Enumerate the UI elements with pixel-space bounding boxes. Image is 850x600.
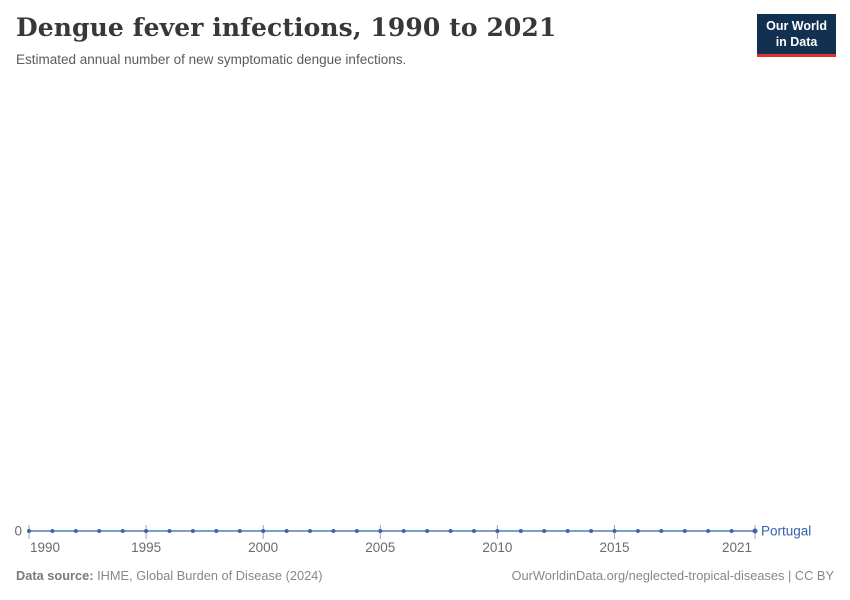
data-point[interactable] xyxy=(565,529,570,533)
data-point[interactable] xyxy=(682,529,687,533)
data-point[interactable] xyxy=(659,529,664,533)
owid-logo-line1: Our World xyxy=(766,19,827,33)
chart-subtitle: Estimated annual number of new symptomat… xyxy=(16,52,407,67)
data-point[interactable] xyxy=(261,529,266,533)
data-point[interactable] xyxy=(354,529,359,533)
data-source-note: Data source: IHME, Global Burden of Dise… xyxy=(16,568,323,583)
data-point[interactable] xyxy=(73,529,78,533)
data-point[interactable] xyxy=(190,529,195,533)
data-point[interactable] xyxy=(729,529,734,533)
data-point[interactable] xyxy=(120,529,125,533)
data-point[interactable] xyxy=(635,529,640,533)
x-axis-label: 2005 xyxy=(365,540,395,555)
chart-title: Dengue fever infections, 1990 to 2021 xyxy=(16,13,557,42)
data-point[interactable] xyxy=(284,529,289,533)
data-source-label: Data source: xyxy=(16,568,94,583)
owid-url-license[interactable]: OurWorldinData.org/neglected-tropical-di… xyxy=(511,568,834,583)
data-point[interactable] xyxy=(144,529,149,533)
data-point[interactable] xyxy=(518,529,523,533)
data-point[interactable] xyxy=(331,529,336,533)
owid-logo-line2: in Data xyxy=(775,34,818,49)
data-point[interactable] xyxy=(308,529,313,533)
data-source-value: IHME, Global Burden of Disease (2024) xyxy=(93,568,323,583)
chart-footer: Data source: IHME, Global Burden of Dise… xyxy=(16,568,834,583)
data-point[interactable] xyxy=(589,529,594,533)
x-axis-label: 1990 xyxy=(30,540,60,555)
data-point[interactable] xyxy=(97,529,102,533)
series-label-portugal[interactable]: Portugal xyxy=(761,524,811,539)
x-axis-label: 2010 xyxy=(482,540,512,555)
x-axis-label: 2021 xyxy=(722,540,752,555)
data-point[interactable] xyxy=(542,529,547,533)
data-point[interactable] xyxy=(27,529,31,533)
data-point[interactable] xyxy=(448,529,453,533)
data-point[interactable] xyxy=(495,529,500,533)
data-point[interactable] xyxy=(378,529,383,533)
x-axis-label: 2000 xyxy=(248,540,278,555)
data-point[interactable] xyxy=(401,529,406,533)
data-point[interactable] xyxy=(425,529,430,533)
data-point[interactable] xyxy=(214,529,219,533)
x-axis-label: 1995 xyxy=(131,540,161,555)
owid-logo[interactable]: Our World in Data xyxy=(757,14,836,58)
data-point[interactable] xyxy=(167,529,172,533)
data-point[interactable] xyxy=(237,529,242,533)
data-point[interactable] xyxy=(752,528,758,534)
data-point[interactable] xyxy=(50,529,55,533)
data-point[interactable] xyxy=(471,529,476,533)
y-axis-label: 0 xyxy=(14,524,22,539)
data-point[interactable] xyxy=(612,529,617,533)
data-point[interactable] xyxy=(706,529,711,533)
x-axis-label: 2015 xyxy=(599,540,629,555)
